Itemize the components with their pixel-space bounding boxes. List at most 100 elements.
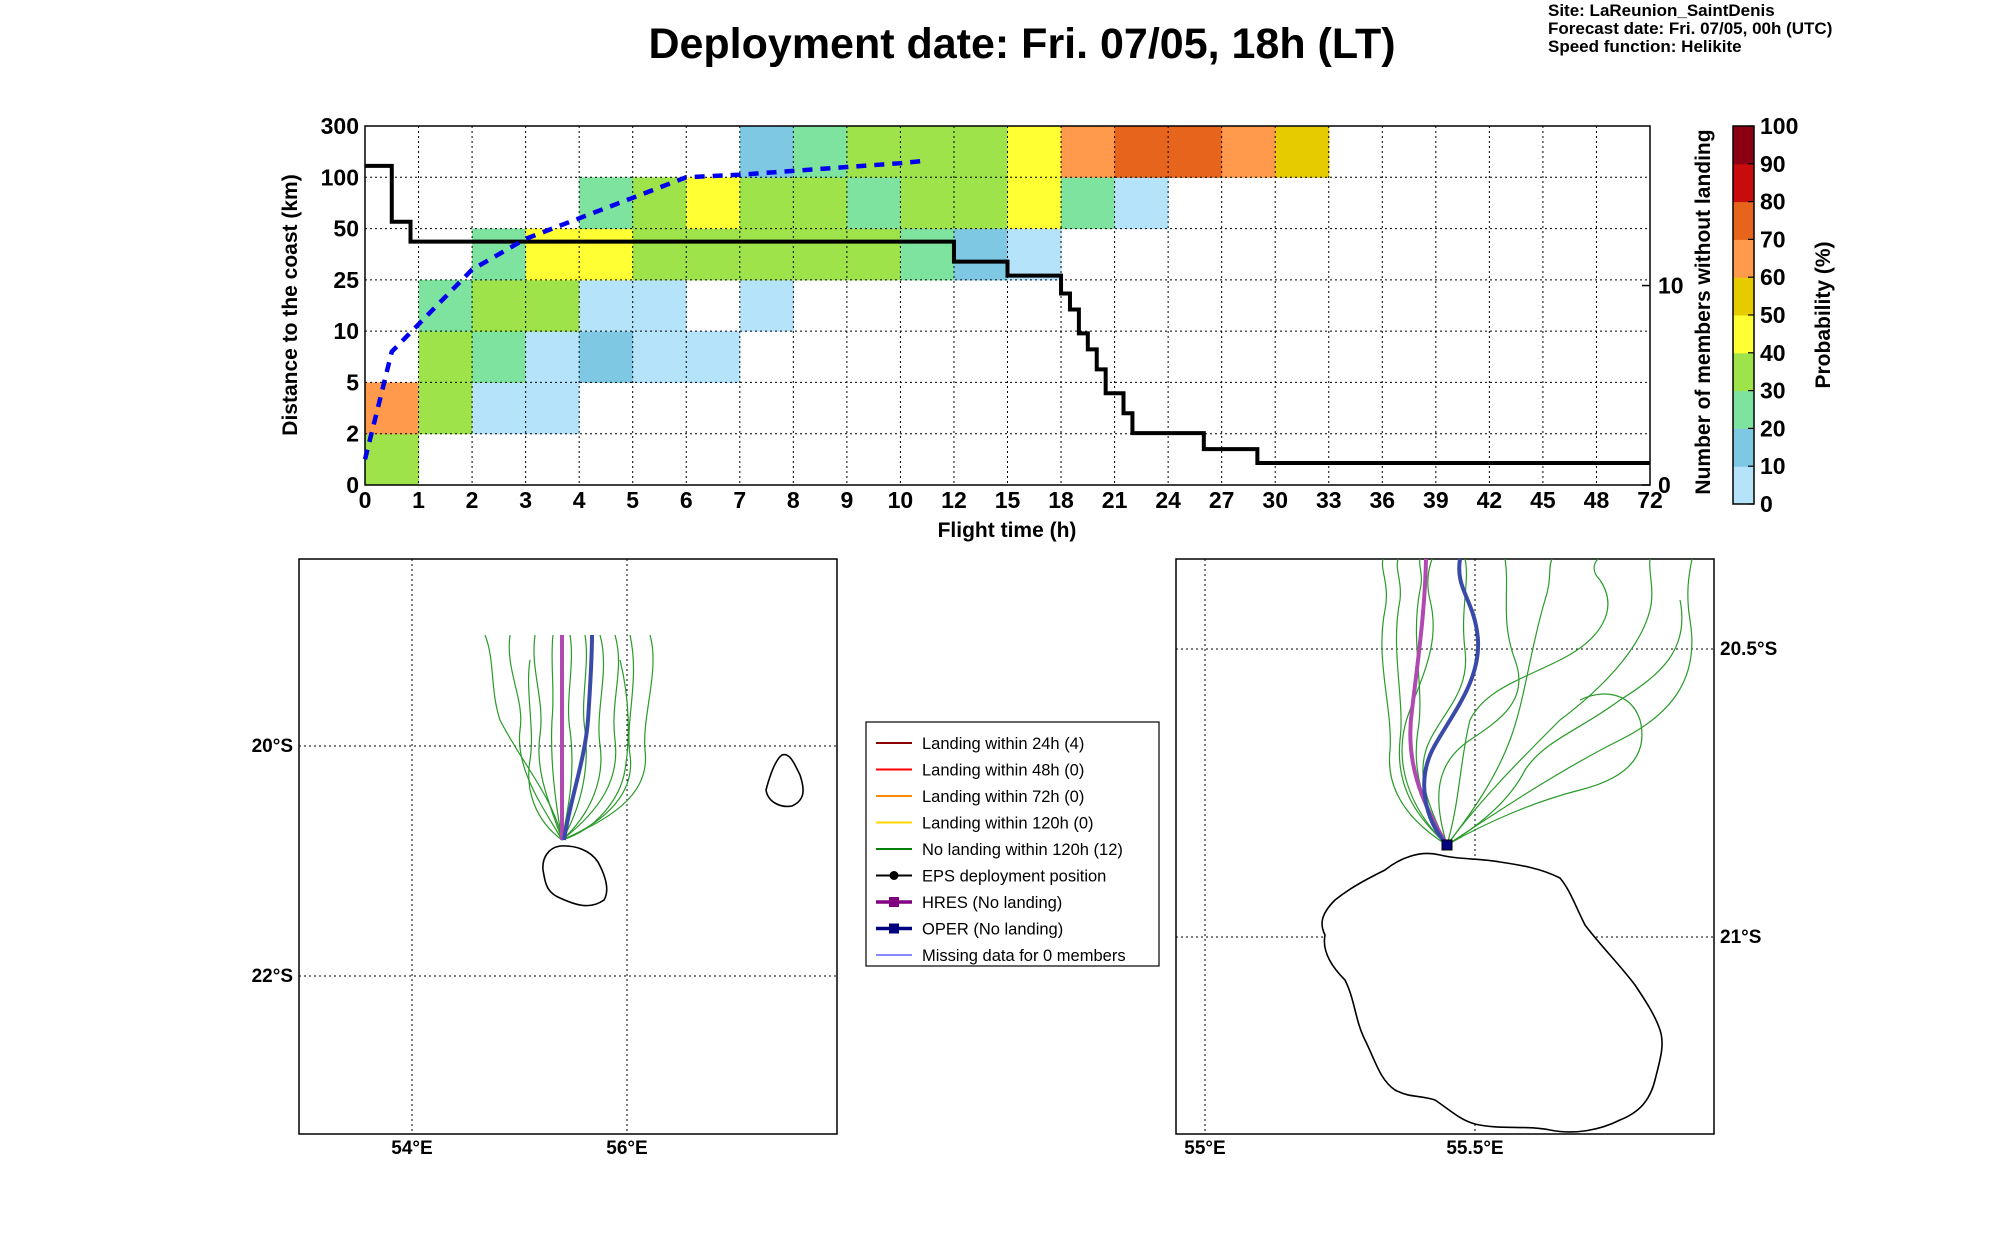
x-tick-label: 33 — [1316, 487, 1342, 513]
heatmap-cell — [418, 331, 473, 383]
local-trajectory-map: 55°E 55.5°E 20.5°S 21°S — [1175, 558, 1777, 1159]
y-tick-label: 5 — [346, 369, 359, 395]
heatmap-cell — [846, 228, 901, 281]
legend-item: HRES (No landing) — [876, 894, 1062, 912]
colorbar-segment — [1733, 239, 1754, 278]
x-tick-label: 6 — [680, 487, 693, 513]
site-info: Site: LaReunion_SaintDenis — [1548, 1, 1775, 20]
x-tick-label: 27 — [1209, 487, 1235, 513]
trajectory-path — [1446, 558, 1653, 846]
heatmap-cell — [739, 228, 794, 281]
x-tick-label: 30 — [1262, 487, 1288, 513]
x-tick-label: 5 — [626, 487, 639, 513]
y-axis-label: Distance to the coast (km) — [279, 174, 302, 435]
colorbar-tick-label: 20 — [1760, 415, 1786, 441]
x-tick-label: 8 — [787, 487, 800, 513]
x-tick-label: 4 — [573, 487, 586, 513]
y-tick-label: 10 — [333, 318, 359, 344]
x-axis-label: Flight time (h) — [938, 519, 1077, 542]
trajectory-path — [561, 659, 629, 841]
legend-item: OPER (No landing) — [876, 921, 1063, 939]
colorbar-segment — [1733, 466, 1754, 505]
colorbar-segment — [1733, 126, 1754, 165]
trajectory-path — [1446, 558, 1609, 846]
x-tick-label: 45 — [1530, 487, 1556, 513]
heatmap-cell — [1007, 228, 1062, 281]
right-tick-label: 0 — [1658, 472, 1671, 498]
x-tick-label: 21 — [1102, 487, 1128, 513]
heatmap-cell — [686, 177, 741, 230]
colorbar-tick-label: 80 — [1760, 189, 1786, 215]
colorbar-cells — [1733, 126, 1754, 505]
legend-item: EPS deployment position — [876, 868, 1106, 886]
trajectory-path — [550, 634, 563, 841]
heatmap-cells — [365, 126, 1330, 486]
x-tick-label: 15 — [995, 487, 1021, 513]
trajectory-path — [533, 634, 563, 841]
lat-label-20s: 20°S — [252, 736, 293, 757]
trajectory-path — [1446, 693, 1643, 846]
y-tick-label: 100 — [321, 164, 359, 190]
colorbar-tick-label: 100 — [1760, 113, 1798, 139]
lat-label-21s: 21°S — [1720, 927, 1761, 948]
legend-label: No landing within 120h (12) — [922, 841, 1123, 859]
legend-label: Landing within 24h (4) — [922, 735, 1084, 753]
legend-item: Landing within 120h (0) — [876, 815, 1094, 833]
heatmap-cell — [632, 228, 687, 281]
mauritius-island-outline — [765, 753, 804, 808]
trajectory-path — [1438, 558, 1520, 846]
x-tick-label: 1 — [412, 487, 425, 513]
heatmap-cell — [1221, 126, 1276, 178]
heatmap-cell — [418, 279, 473, 332]
colorbar-tick-label: 90 — [1760, 151, 1786, 177]
lon-label-56: 56°E — [606, 1138, 647, 1159]
colorbar-segment — [1733, 201, 1754, 240]
legend-box — [865, 721, 1160, 967]
legend-marker — [889, 897, 899, 907]
colorbar: 0 10 20 30 40 50 60 70 80 90 100 Probability (%) — [1732, 113, 1835, 517]
heatmap-cell — [1007, 126, 1062, 178]
median-distance-line — [362, 158, 928, 460]
oper-trajectory-zoom — [1422, 558, 1481, 847]
colorbar-segment — [1733, 352, 1754, 392]
heatmap-cell — [632, 177, 687, 230]
x-tick-label: 7 — [733, 487, 746, 513]
legend-item: No landing within 120h (12) — [876, 841, 1123, 859]
heatmap-cell — [953, 228, 1008, 281]
x-tick-label: 10 — [888, 487, 914, 513]
lat-label-22s: 22°S — [252, 966, 293, 987]
oper-trajectory — [562, 634, 594, 841]
heatmap-cell — [1061, 126, 1116, 178]
heatmap-cell — [739, 177, 794, 230]
x-tick-labels: 0 1 2 3 4 5 6 7 8 9 10 12 15 18 21 24 27 30 33 36 39 42 45 48 72 — [359, 487, 1663, 513]
x-tick-label: 39 — [1423, 487, 1449, 513]
heatmap-cell — [632, 279, 687, 332]
lon-label-55-5: 55.5°E — [1446, 1138, 1503, 1159]
legend-items: Landing within 24h (4) Landing within 48h… — [876, 735, 1126, 965]
heatmap-grid — [365, 126, 1650, 485]
speed-info: Speed function: Helikite — [1548, 37, 1742, 56]
legend-label: EPS deployment position — [922, 868, 1106, 886]
heatmap-cell — [1007, 177, 1062, 230]
x-tick-label: 72 — [1637, 487, 1663, 513]
heatmap-cell — [1114, 126, 1169, 178]
y-tick-label: 2 — [346, 421, 359, 447]
trajectory-path — [508, 634, 563, 841]
heatmap-cell — [525, 279, 580, 332]
colorbar-segment — [1733, 277, 1754, 316]
lat-label-20-5s: 20.5°S — [1720, 639, 1777, 660]
heatmap-cell — [1114, 177, 1169, 230]
page-title: Deployment date: Fri. 07/05, 18h (LT) — [648, 20, 1395, 68]
trajectory-path — [1446, 599, 1683, 846]
x-tick-label: 12 — [941, 487, 967, 513]
y-tick-label: 50 — [333, 216, 359, 242]
right-axis-label: Number of members without landing — [1692, 129, 1715, 494]
legend-label: Landing within 120h (0) — [922, 815, 1094, 833]
heatmap-cell — [365, 433, 420, 486]
x-tick-label: 3 — [519, 487, 532, 513]
heatmap-cell — [686, 228, 741, 281]
legend-item: Landing within 24h (4) — [876, 735, 1084, 753]
trajectory-path — [1446, 558, 1693, 846]
trajectory-path — [1401, 558, 1448, 846]
heatmap-cell — [686, 331, 741, 383]
